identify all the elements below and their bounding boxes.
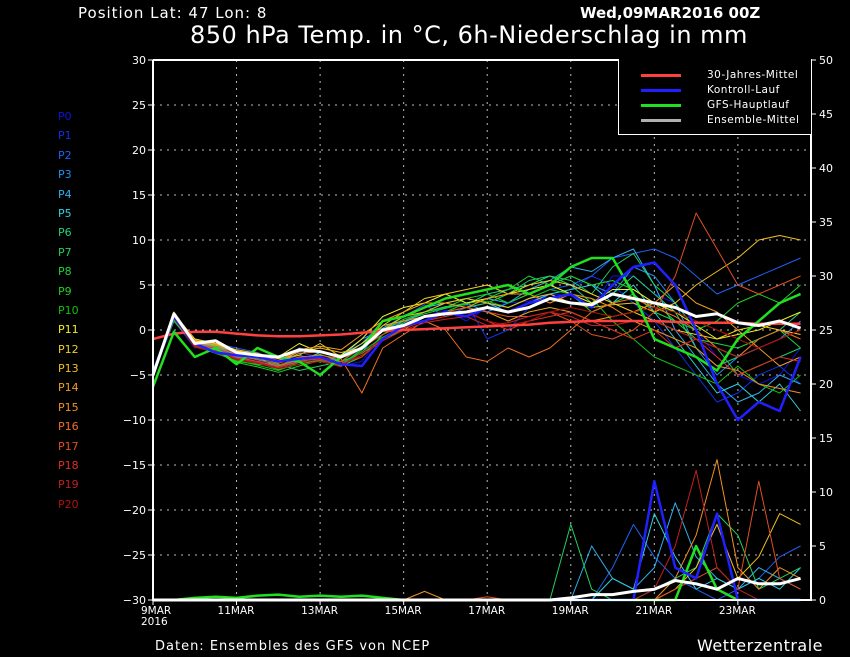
member-label: P16 xyxy=(58,420,79,434)
member-label: P1 xyxy=(58,129,72,143)
member-label: P0 xyxy=(58,110,72,123)
temp-line-ensemble-mittel xyxy=(151,292,802,376)
right-tick-label: 10 xyxy=(819,486,833,499)
member-label: P19 xyxy=(58,478,79,492)
member-label: P12 xyxy=(58,342,79,356)
x-tick-label: 2016 xyxy=(141,616,168,628)
x-tick-label: 17MAR xyxy=(468,605,505,617)
brand-label: Wetterzentrale xyxy=(697,636,824,655)
member-label: P4 xyxy=(58,187,72,201)
x-tick-label: 9MAR xyxy=(141,605,171,617)
member-list: P0 P1 P2 P3 P4 P5 P6 P7 P8 P9 P10 P11 P12 P13 P14 P15 P1… xyxy=(58,110,79,517)
legend-entry: 30-Jahres-Mittel xyxy=(641,69,798,83)
member-label: P11 xyxy=(58,323,79,337)
left-tick-label: 20 xyxy=(132,144,146,157)
legend-entry: Kontroll-Lauf xyxy=(641,84,780,98)
temp-line-p4 xyxy=(152,248,801,403)
legend-swatch xyxy=(641,88,681,92)
legend-label: Kontroll-Lauf xyxy=(707,84,780,96)
right-tick-label: 25 xyxy=(819,324,833,337)
left-tick-label: −30 xyxy=(123,594,146,607)
legend-label: Ensemble-Mittel xyxy=(707,114,800,126)
member-label: P13 xyxy=(58,362,79,376)
member-label: P10 xyxy=(58,303,79,317)
member-label: P20 xyxy=(58,497,79,511)
run-date: Wed,09MAR2016 00Z xyxy=(580,4,761,22)
member-label: P18 xyxy=(58,459,79,473)
member-label: P2 xyxy=(58,148,72,162)
legend-label: GFS-Hauptlauf xyxy=(707,99,790,111)
right-tick-label: 30 xyxy=(819,270,833,283)
x-tick-label: 15MAR xyxy=(385,605,422,617)
temp-line-p10 xyxy=(152,289,801,394)
legend-swatch xyxy=(641,73,681,77)
temp-line-kontroll-lauf xyxy=(151,261,802,422)
left-tick-label: 30 xyxy=(132,54,146,67)
precip-line-p19 xyxy=(153,469,801,601)
left-tick-label: 0 xyxy=(139,324,146,337)
left-tick-label: −15 xyxy=(123,459,146,472)
left-tick-label: 15 xyxy=(132,189,146,202)
right-tick-label: 35 xyxy=(819,216,833,229)
member-label: P17 xyxy=(58,439,79,453)
legend-entry: GFS-Hauptlauf xyxy=(641,99,789,113)
member-label: P6 xyxy=(58,226,72,240)
legend: 30-Jahres-Mittel Kontroll-Lauf GFS-Hauptla… xyxy=(618,59,812,135)
member-label: P8 xyxy=(58,265,72,279)
member-label: P3 xyxy=(58,168,72,182)
data-source: Daten: Ensembles des GFS von NCEP xyxy=(155,639,431,654)
temp-line-p9 xyxy=(152,275,801,376)
left-tick-label: −10 xyxy=(123,414,146,427)
x-tick-label: 21MAR xyxy=(635,605,672,617)
legend-swatch xyxy=(641,103,681,107)
member-label: P9 xyxy=(58,284,72,298)
precip-line-p15 xyxy=(153,459,801,601)
right-tick-label: 50 xyxy=(819,54,833,67)
left-tick-label: 5 xyxy=(139,279,146,292)
right-tick-label: 45 xyxy=(819,108,833,121)
precip-line-kontroll-lauf xyxy=(153,479,801,602)
position-label: Position Lat: 47 Lon: 8 xyxy=(78,4,268,22)
member-label: P15 xyxy=(58,400,79,414)
left-tick-label: 25 xyxy=(132,99,146,112)
left-tick-label: −20 xyxy=(123,504,146,517)
left-tick-label: 10 xyxy=(132,234,146,247)
member-label: P5 xyxy=(58,206,72,220)
right-tick-label: 0 xyxy=(819,594,826,607)
left-tick-label: −5 xyxy=(130,369,146,382)
right-tick-label: 40 xyxy=(819,162,833,175)
right-tick-label: 20 xyxy=(819,378,833,391)
legend-label: 30-Jahres-Mittel xyxy=(707,69,799,81)
left-tick-label: −25 xyxy=(123,549,146,562)
legend-entry: Ensemble-Mittel xyxy=(641,114,799,128)
right-tick-label: 5 xyxy=(819,540,826,553)
x-tick-label: 23MAR xyxy=(719,605,756,617)
temp-line-p20 xyxy=(152,307,801,376)
x-tick-label: 13MAR xyxy=(301,605,338,617)
member-label: P14 xyxy=(58,381,79,395)
right-tick-label: 15 xyxy=(819,432,833,445)
legend-swatch xyxy=(641,118,681,122)
chart-title: 850 hPa Temp. in °C, 6h-Niederschlag in … xyxy=(190,21,748,49)
x-tick-label: 19MAR xyxy=(552,605,589,617)
member-label: P7 xyxy=(58,245,72,259)
x-tick-label: 11MAR xyxy=(218,605,255,617)
precip-line-p17 xyxy=(153,480,801,601)
temp-line-gfs-hauptlauf xyxy=(151,256,802,388)
temp-line-p19 xyxy=(152,311,801,376)
